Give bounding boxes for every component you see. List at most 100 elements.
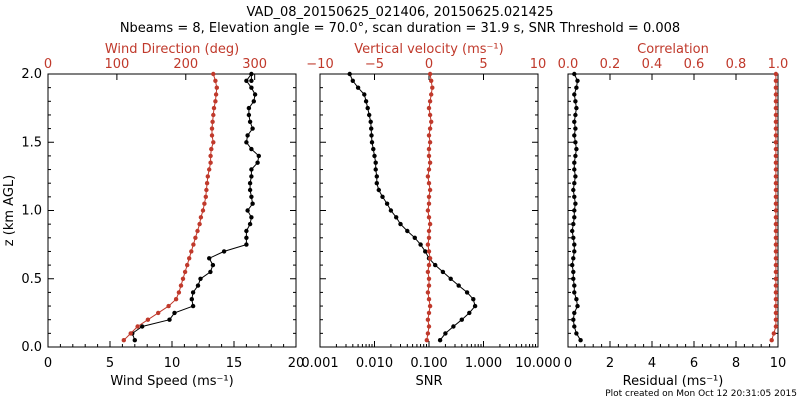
residual-xtick-bottom-label: 10	[770, 356, 787, 371]
wind-point-black	[249, 78, 254, 84]
residual-point-black	[574, 297, 579, 302]
snr-point-red	[426, 310, 432, 316]
residual-point-black	[573, 99, 578, 104]
wind-point-red	[213, 92, 219, 97]
residual-point-red	[773, 160, 779, 165]
snr-point-black	[373, 160, 378, 165]
residual-point-black	[572, 324, 577, 329]
residual-point-red	[773, 146, 779, 152]
snr-point-red	[425, 208, 431, 213]
residual-point-black	[573, 112, 578, 118]
residual-point-black	[570, 262, 575, 268]
wind-point-black	[189, 297, 194, 302]
residual-point-black	[572, 242, 577, 247]
wind-point-black	[244, 242, 249, 247]
residual-point-red	[773, 78, 779, 84]
residual-point-red	[773, 174, 779, 179]
wind-point-red	[209, 126, 215, 131]
wind-point-red	[209, 133, 215, 138]
wind-point-black	[251, 99, 256, 104]
residual-point-black	[572, 133, 577, 138]
snr-series-line-red	[426, 73, 433, 341]
snr-point-red	[427, 187, 433, 193]
snr-point-red	[426, 297, 432, 302]
wind-point-red	[197, 221, 202, 227]
residual-point-red	[773, 140, 779, 145]
residual-point-red	[773, 269, 779, 275]
snr-point-red	[426, 249, 432, 254]
residual-point-red	[773, 85, 779, 90]
wind-xtick-top-label: 100	[104, 57, 129, 72]
residual-point-red	[773, 242, 779, 247]
residual-xlabel-top: Correlation	[637, 42, 709, 57]
wind-point-red	[207, 167, 212, 172]
wind-point-black	[140, 324, 145, 329]
wind-point-black	[249, 194, 254, 199]
wind-point-red	[121, 338, 127, 343]
residual-point-black	[573, 201, 578, 206]
residual-point-red	[773, 249, 779, 254]
residual-point-black	[572, 119, 577, 125]
snr-point-black	[448, 276, 453, 281]
residual-xtick-top-label: 0.0	[558, 57, 579, 72]
wind-point-black	[255, 160, 260, 165]
snr-point-red	[424, 338, 429, 343]
wind-point-black	[190, 290, 196, 295]
snr-point-black	[376, 187, 381, 193]
wind-point-red	[208, 153, 213, 159]
wind-point-red	[214, 85, 219, 90]
wind-point-black	[247, 221, 253, 227]
snr-point-red	[426, 235, 432, 240]
wind-point-red	[166, 303, 171, 309]
residual-point-black	[573, 126, 578, 131]
plot-created-footer: Plot created on Mon Oct 12 20:31:05 2015	[605, 389, 797, 399]
wind-xtick-top-label: 0	[44, 57, 52, 72]
snr-xtick-bottom-label: 0.010	[356, 356, 393, 371]
residual-point-red	[773, 194, 779, 199]
residual-point-black	[572, 290, 577, 295]
wind-ytick-label: 0.5	[21, 272, 42, 287]
wind-point-red	[205, 174, 210, 179]
wind-xtick-bottom-label: 20	[288, 356, 305, 371]
snr-point-black	[459, 317, 464, 322]
wind-point-red	[178, 283, 184, 288]
residual-point-red	[773, 228, 779, 234]
snr-xtick-bottom-label: 0.001	[301, 356, 338, 371]
snr-xtick-top-label: 5	[479, 57, 487, 72]
residual-point-black	[573, 140, 578, 145]
residual-point-red	[773, 187, 779, 193]
snr-point-red	[425, 174, 431, 179]
residual-point-black	[571, 317, 576, 322]
wind-point-black	[256, 153, 261, 159]
snr-point-black	[363, 99, 369, 104]
residual-point-red	[773, 276, 779, 281]
wind-point-black	[247, 187, 253, 193]
wind-point-red	[193, 235, 198, 240]
wind-point-black	[249, 174, 254, 179]
residual-point-red	[773, 310, 779, 316]
snr-point-black	[423, 249, 428, 254]
wind-point-red	[128, 331, 133, 336]
residual-xtick-bottom-label: 4	[648, 356, 656, 371]
snr-point-black	[443, 331, 448, 336]
wind-point-red	[189, 249, 194, 254]
snr-point-red	[426, 201, 432, 206]
snr-point-red	[426, 133, 432, 138]
residual-point-red	[773, 317, 779, 322]
wind-point-black	[252, 92, 258, 97]
residual-point-black	[573, 174, 578, 179]
snr-point-black	[412, 235, 417, 240]
residual-point-black	[574, 331, 579, 336]
residual-xtick-top-label: 0.2	[600, 57, 621, 72]
wind-point-black	[249, 167, 254, 172]
snr-xtick-top-label: −5	[365, 57, 384, 72]
snr-point-black	[437, 338, 443, 343]
snr-point-red	[426, 146, 432, 152]
snr-point-red	[426, 283, 432, 288]
snr-point-black	[384, 201, 390, 206]
snr-point-red	[427, 112, 433, 118]
residual-point-black	[571, 256, 576, 261]
wind-point-red	[145, 317, 151, 322]
snr-point-black	[380, 194, 385, 199]
